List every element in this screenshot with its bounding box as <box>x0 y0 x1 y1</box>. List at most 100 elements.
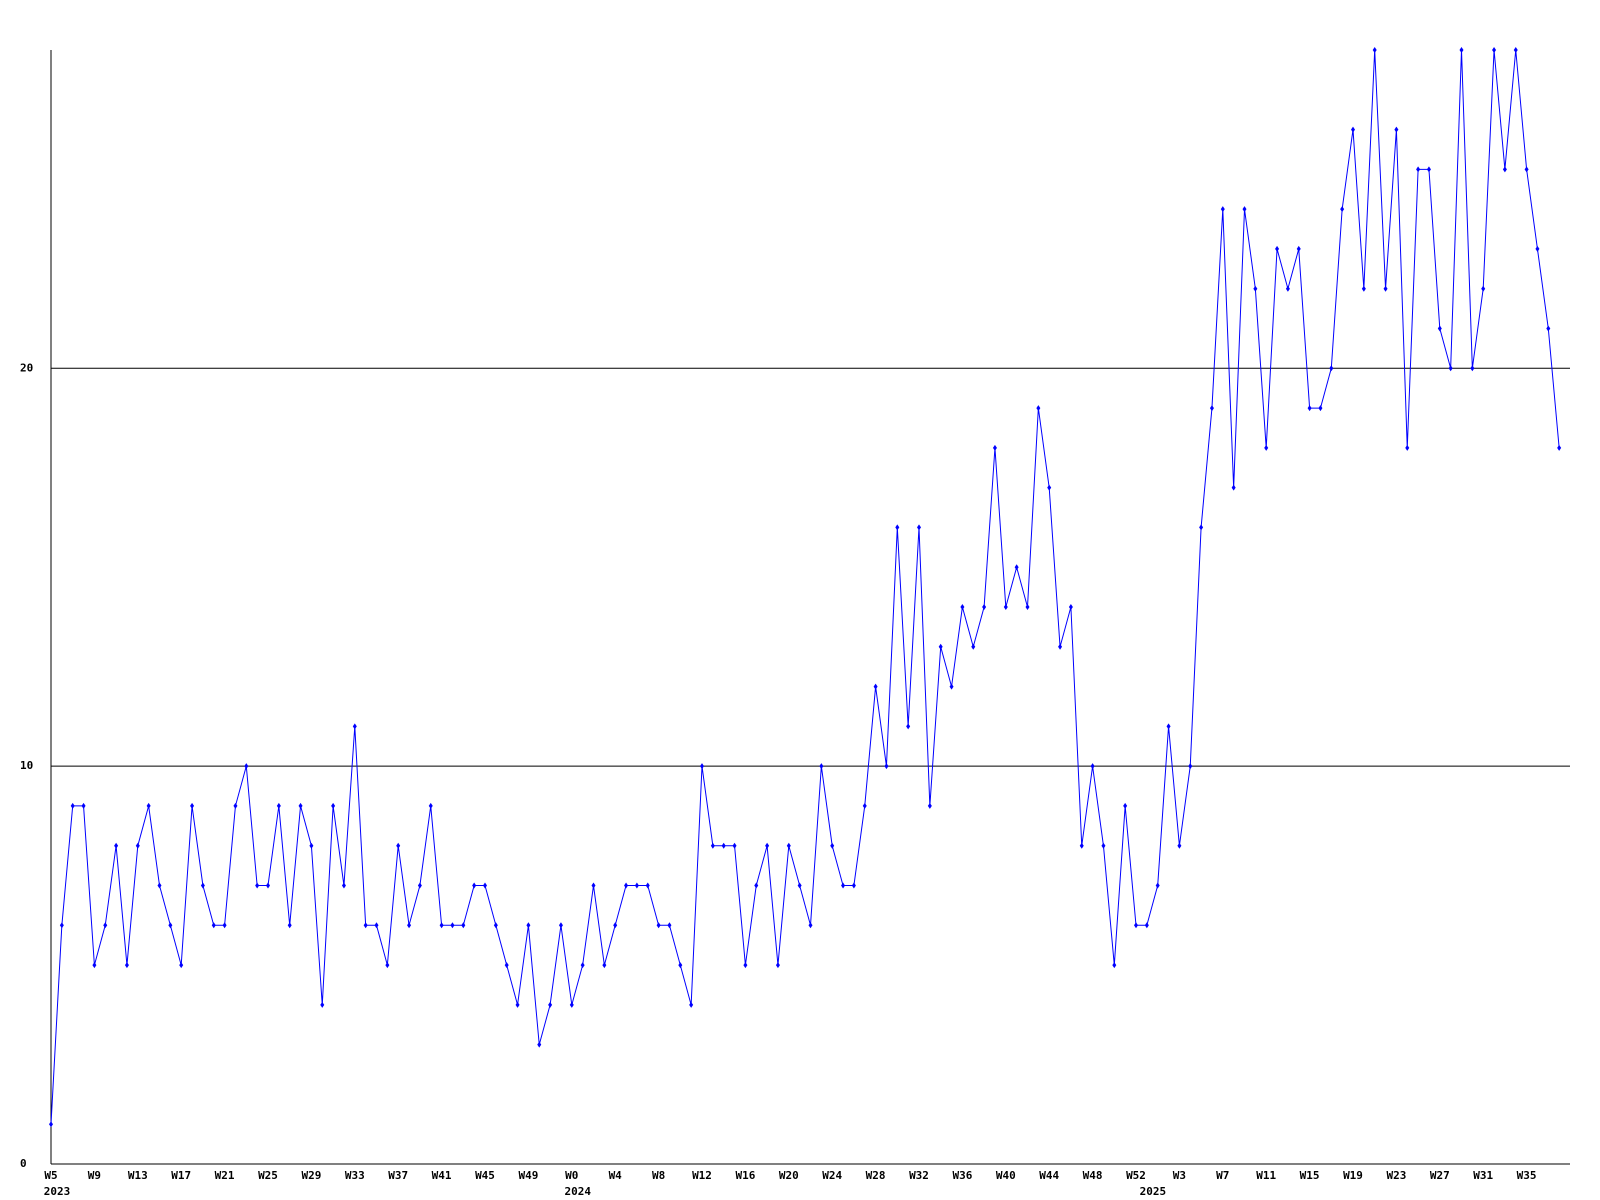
data-point <box>1361 285 1366 292</box>
data-point <box>1123 802 1128 809</box>
data-point <box>374 922 379 929</box>
data-point <box>537 1041 542 1048</box>
data-point <box>678 962 683 969</box>
x-tick-label: W16 <box>735 1169 755 1182</box>
data-point <box>124 962 129 969</box>
x-year-label: 2023 <box>44 1185 71 1198</box>
data-point <box>1209 405 1214 412</box>
data-point <box>1134 922 1138 929</box>
data-point <box>992 444 997 451</box>
data-point <box>1481 285 1486 292</box>
data-point <box>743 962 748 969</box>
data-point <box>1166 723 1171 730</box>
data-point <box>450 922 455 929</box>
data-point <box>775 962 780 969</box>
x-tick-label: W11 <box>1256 1169 1276 1182</box>
data-point <box>222 922 227 929</box>
data-point <box>1253 285 1258 292</box>
x-year-label: 2024 <box>565 1185 592 1198</box>
data-point <box>428 802 433 809</box>
data-point <box>1025 604 1030 610</box>
x-tick-label: W31 <box>1473 1169 1493 1182</box>
data-point <box>320 1001 325 1008</box>
data-point <box>1513 47 1518 53</box>
data-point <box>439 922 444 929</box>
data-point <box>49 1121 53 1128</box>
data-point <box>1372 47 1377 53</box>
data-point <box>971 643 976 650</box>
data-point <box>786 842 791 849</box>
x-tick-label: W52 <box>1126 1169 1146 1182</box>
data-point <box>1144 922 1149 929</box>
data-point <box>168 922 173 929</box>
data-point <box>797 882 802 889</box>
data-point <box>689 1001 694 1008</box>
data-point <box>1242 206 1247 213</box>
data-point <box>396 842 401 849</box>
data-point <box>146 802 151 809</box>
x-year-label: 2025 <box>1140 1185 1167 1198</box>
data-point <box>1047 484 1052 491</box>
data-point <box>1079 842 1084 849</box>
data-point <box>1014 564 1019 571</box>
data-point <box>266 882 270 889</box>
data-point <box>103 922 108 929</box>
data-point <box>1546 325 1551 332</box>
data-point <box>287 922 292 929</box>
data-point <box>331 802 336 809</box>
data-point <box>1036 405 1041 412</box>
x-tick-label: W23 <box>1386 1169 1406 1182</box>
data-point <box>1068 604 1073 610</box>
data-point <box>1448 365 1453 372</box>
data-point <box>1405 444 1410 451</box>
data-point <box>417 882 422 889</box>
data-point <box>298 802 303 809</box>
x-tick-label: W24 <box>822 1169 842 1182</box>
data-point <box>1426 166 1431 173</box>
data-point <box>569 1001 574 1008</box>
data-point <box>1307 405 1312 412</box>
x-tick-label: W4 <box>609 1169 623 1182</box>
x-tick-label: W28 <box>866 1169 886 1182</box>
x-tick-label: W40 <box>996 1169 1016 1182</box>
data-point <box>1502 166 1507 173</box>
data-point <box>819 763 824 770</box>
data-point <box>895 524 900 531</box>
data-point <box>1329 365 1334 372</box>
data-point <box>1101 842 1106 849</box>
data-point <box>472 882 477 889</box>
data-point <box>624 882 629 889</box>
data-point <box>1340 206 1345 213</box>
x-tick-label: W33 <box>345 1169 365 1182</box>
x-tick-label: W37 <box>388 1169 408 1182</box>
data-point <box>1492 47 1497 53</box>
y-tick-label: 0 <box>20 1157 27 1170</box>
data-point <box>960 604 965 610</box>
data-point <box>1459 47 1464 53</box>
data-point <box>754 882 759 889</box>
data-point <box>1437 325 1442 332</box>
data-point <box>1351 126 1355 133</box>
data-point <box>1557 444 1562 451</box>
data-point <box>851 882 856 889</box>
x-tick-label: W3 <box>1173 1169 1186 1182</box>
data-point <box>114 842 119 849</box>
data-point <box>667 922 672 929</box>
data-point <box>873 683 878 690</box>
data-point <box>233 802 238 809</box>
x-tick-label: W35 <box>1517 1169 1537 1182</box>
data-point <box>1058 643 1063 650</box>
data-point <box>700 763 704 770</box>
data-point <box>483 882 487 889</box>
data-point <box>949 683 954 690</box>
data-point <box>613 922 618 929</box>
data-point <box>1416 166 1421 173</box>
data-point <box>906 723 911 730</box>
x-tick-label: W29 <box>301 1169 321 1182</box>
data-point <box>1524 166 1529 173</box>
data-point <box>341 882 346 889</box>
data-point <box>634 882 639 889</box>
x-tick-label: W32 <box>909 1169 929 1182</box>
